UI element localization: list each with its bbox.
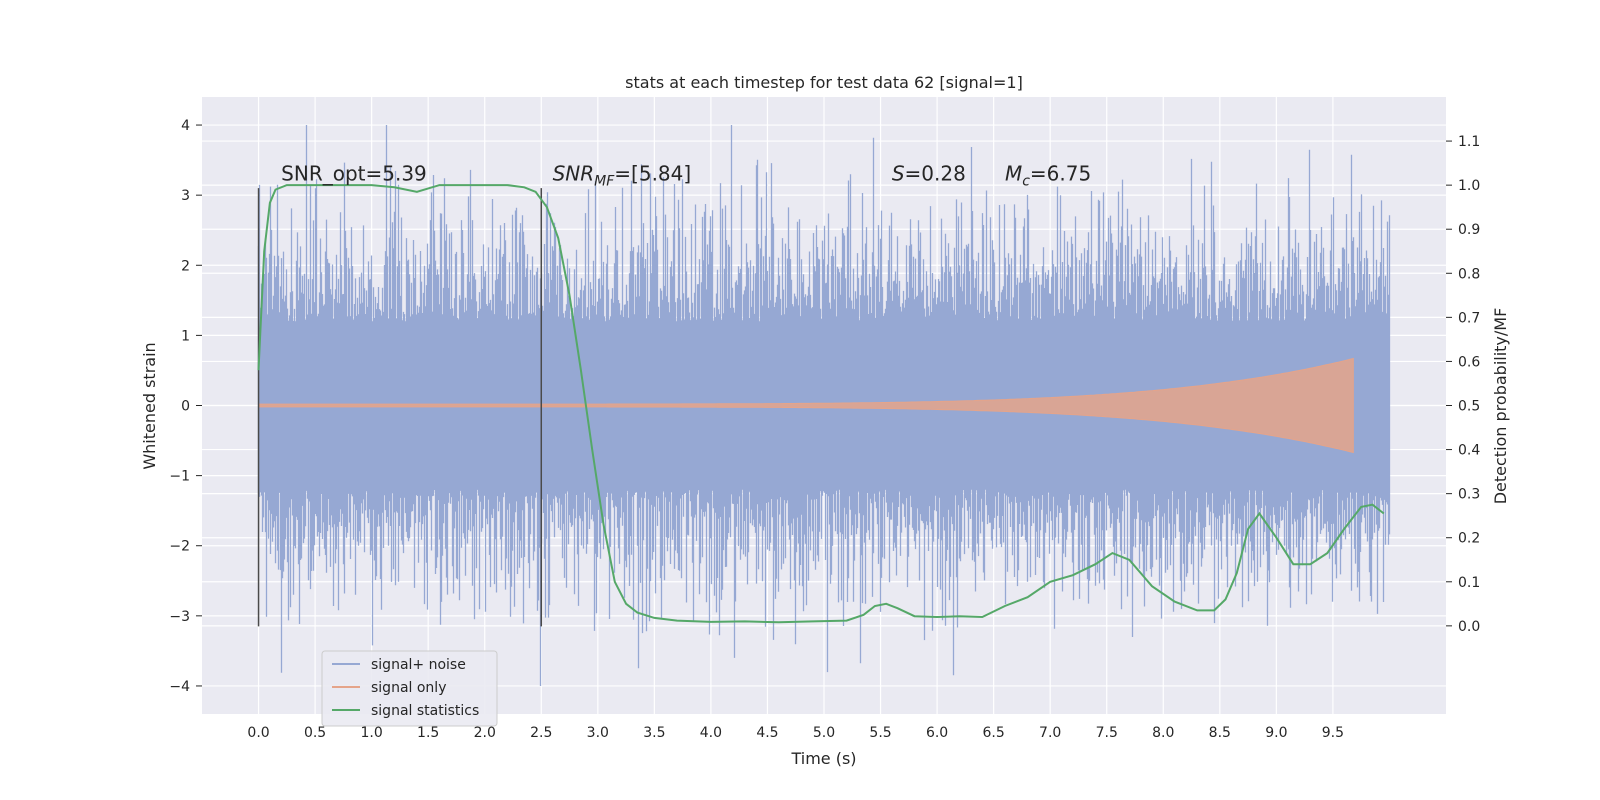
x-tick-label-18: 9.0 — [1265, 725, 1287, 741]
annotation-2: S=0.28 — [892, 162, 966, 186]
y-tick-label-right-1: 1.0 — [1458, 178, 1480, 194]
annotations: SNR_opt=5.39 SNRMF=[5.84] S=0.28 Mc=6.75 — [281, 162, 1091, 190]
x-tick-label-4: 2.0 — [474, 725, 496, 741]
x-tick-label-3: 1.5 — [417, 725, 439, 741]
y-tick-label-right-6: 0.5 — [1458, 399, 1480, 415]
legend-label-signal-noise: signal+ noise — [371, 657, 466, 673]
x-tick-label-9: 4.5 — [756, 725, 778, 741]
legend-label-signal-only: signal only — [371, 680, 446, 696]
y-axis-label-right: Detection probability/MF — [1491, 308, 1510, 505]
vertical-markers — [257, 188, 543, 627]
signal-statistics-line — [257, 184, 1385, 624]
x-tick-label-19: 9.5 — [1322, 725, 1344, 741]
y-tick-label-left-4: 0 — [181, 399, 190, 415]
x-ticks: 0.0 0.5 1.0 1.5 2.0 2.5 3.0 3.5 4.0 4.5 5.0 5.5 6.0 6… — [247, 725, 1344, 741]
y-tick-label-right-4: 0.7 — [1458, 310, 1480, 326]
x-tick-label-7: 3.5 — [643, 725, 665, 741]
x-tick-label-14: 7.0 — [1039, 725, 1061, 741]
annotation-1: SNRMF=[5.84] — [553, 162, 692, 190]
x-tick-label-11: 5.5 — [869, 725, 891, 741]
y-tick-label-left-3: 1 — [181, 328, 190, 344]
x-axis-label: Time (s) — [790, 749, 856, 768]
y-ticks-left: 4 3 2 1 0 −1 −2 −3 −4 — [169, 118, 202, 695]
x-tick-label-8: 4.0 — [700, 725, 722, 741]
y-tick-label-left-5: −1 — [169, 469, 190, 485]
y-tick-label-left-6: −2 — [169, 539, 190, 555]
signal-only-line — [258, 357, 1354, 454]
y-tick-label-right-5: 0.6 — [1458, 354, 1480, 370]
y-axis-label-left: Whitened strain — [140, 342, 159, 469]
y-tick-label-left-1: 3 — [181, 188, 190, 204]
annotation-0: SNR_opt=5.39 — [281, 162, 427, 186]
y-ticks-right: 1.1 1.0 0.9 0.8 0.7 0.6 0.5 0.4 0.3 0.2 0.1 0.0 — [1446, 134, 1480, 635]
signal-only-series — [258, 357, 1354, 454]
x-tick-label-6: 3.0 — [587, 725, 609, 741]
y-tick-label-right-9: 0.2 — [1458, 531, 1480, 547]
legend: signal+ noise signal only signal statist… — [321, 650, 498, 727]
y-tick-label-right-8: 0.3 — [1458, 487, 1480, 503]
y-tick-label-left-2: 2 — [181, 258, 190, 274]
x-tick-label-10: 5.0 — [813, 725, 835, 741]
y-tick-label-right-7: 0.4 — [1458, 443, 1480, 459]
y-tick-label-right-2: 0.9 — [1458, 222, 1480, 238]
signal-statistics-series — [257, 184, 1385, 624]
x-tick-label-5: 2.5 — [530, 725, 552, 741]
legend-box — [321, 650, 498, 727]
y-tick-label-right-10: 0.1 — [1458, 575, 1480, 591]
x-tick-label-13: 6.5 — [983, 725, 1005, 741]
x-tick-label-1: 0.5 — [304, 725, 326, 741]
y-tick-label-left-7: −3 — [169, 609, 190, 625]
x-tick-label-16: 8.0 — [1152, 725, 1174, 741]
y-tick-label-left-8: −4 — [169, 679, 190, 695]
y-tick-label-right-11: 0.0 — [1458, 619, 1480, 635]
y-tick-label-left-0: 4 — [181, 118, 190, 134]
legend-label-signal-statistics: signal statistics — [371, 703, 479, 719]
annotation-3: Mc=6.75 — [1005, 162, 1091, 190]
y-tick-label-right-0: 1.1 — [1458, 134, 1480, 150]
x-tick-label-2: 1.0 — [361, 725, 383, 741]
x-tick-label-15: 7.5 — [1096, 725, 1118, 741]
x-tick-label-0: 0.0 — [247, 725, 269, 741]
x-tick-label-17: 8.5 — [1209, 725, 1231, 741]
y-tick-label-right-3: 0.8 — [1458, 266, 1480, 282]
x-tick-label-12: 6.0 — [926, 725, 948, 741]
chart-title: stats at each timestep for test data 62 … — [625, 73, 1023, 92]
